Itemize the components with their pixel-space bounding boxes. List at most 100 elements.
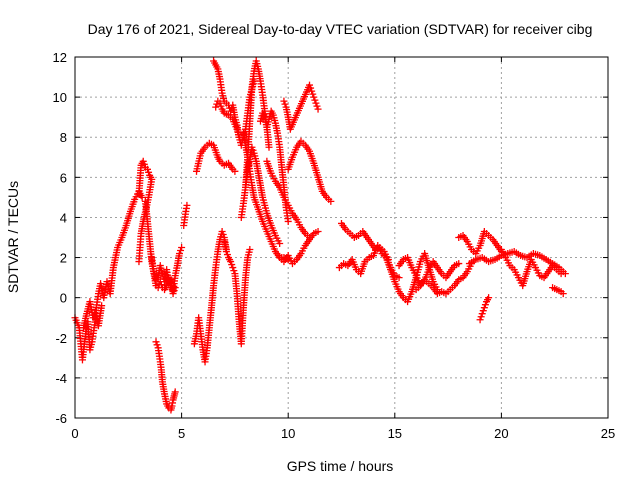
y-axis-label: SDTVAR / TECUs bbox=[5, 181, 21, 293]
series-seg-4h-cluster bbox=[148, 254, 179, 298]
y-tick-label: -2 bbox=[55, 331, 67, 346]
data-point bbox=[143, 165, 151, 173]
series-seg-early-rise bbox=[80, 187, 146, 332]
data-point bbox=[310, 93, 318, 101]
data-point bbox=[306, 81, 314, 89]
data-point bbox=[327, 197, 335, 205]
series-seg-11h-spike bbox=[280, 81, 322, 133]
data-point bbox=[314, 105, 322, 113]
data-point bbox=[476, 316, 484, 324]
data-point bbox=[227, 107, 235, 115]
data-point bbox=[481, 301, 489, 309]
data-point bbox=[217, 102, 225, 110]
data-point bbox=[309, 90, 317, 98]
x-tick-label: 25 bbox=[601, 426, 615, 441]
data-point bbox=[307, 84, 315, 92]
series-seg-10h-upper bbox=[284, 137, 335, 205]
series-seg-6h-climb bbox=[210, 57, 243, 141]
y-tick-label: -6 bbox=[55, 411, 67, 426]
data-point bbox=[265, 143, 273, 151]
data-point bbox=[311, 96, 319, 104]
data-point bbox=[216, 99, 224, 107]
series-seg-15h bbox=[382, 250, 441, 306]
data-point bbox=[140, 160, 148, 168]
series-seg-6h-rise bbox=[190, 227, 230, 366]
series-seg-4h-trough bbox=[152, 338, 179, 414]
data-point bbox=[230, 267, 238, 275]
y-tick-label: 12 bbox=[53, 50, 67, 65]
data-point bbox=[223, 251, 231, 259]
x-tick-label: 20 bbox=[494, 426, 508, 441]
x-tick-label: 10 bbox=[281, 426, 295, 441]
data-point bbox=[169, 290, 177, 298]
data-point bbox=[485, 294, 493, 302]
data-point bbox=[477, 313, 485, 321]
x-axis-label: GPS time / hours bbox=[287, 458, 394, 474]
data-point bbox=[395, 274, 403, 282]
data-point bbox=[171, 388, 179, 396]
data-point bbox=[228, 261, 236, 269]
data-point bbox=[178, 244, 186, 252]
data-point bbox=[218, 227, 226, 235]
series-seg-17h bbox=[412, 260, 476, 298]
data-point bbox=[98, 302, 106, 310]
y-tick-label: 4 bbox=[60, 210, 67, 225]
grid-layer bbox=[75, 57, 608, 418]
y-tick-label: 6 bbox=[60, 170, 67, 185]
data-point bbox=[248, 143, 256, 151]
data-point bbox=[246, 246, 254, 254]
y-tick-label: 2 bbox=[60, 251, 67, 266]
series-seg-10h-lower bbox=[276, 227, 322, 268]
x-tick-label: 5 bbox=[178, 426, 185, 441]
y-tick-label: 0 bbox=[60, 291, 67, 306]
data-point bbox=[138, 193, 146, 201]
data-point bbox=[249, 146, 257, 154]
data-point bbox=[559, 290, 567, 298]
data-point bbox=[284, 217, 292, 225]
y-tick-label: -4 bbox=[55, 371, 67, 386]
data-point bbox=[455, 260, 463, 268]
data-point bbox=[276, 240, 284, 248]
data-point bbox=[153, 341, 161, 349]
data-point bbox=[227, 258, 235, 266]
data-point bbox=[145, 168, 153, 176]
series-seg-13h-upper bbox=[338, 219, 392, 264]
data-point bbox=[157, 281, 165, 289]
data-point bbox=[480, 304, 488, 312]
data-point bbox=[171, 284, 179, 292]
data-point bbox=[478, 310, 486, 318]
data-point bbox=[281, 100, 289, 108]
data-point bbox=[308, 87, 316, 95]
data-point bbox=[139, 157, 147, 165]
y-tick-label: 10 bbox=[53, 90, 67, 105]
data-point bbox=[219, 230, 227, 238]
series-seg-18h bbox=[455, 227, 505, 258]
data-point bbox=[152, 338, 160, 346]
data-point bbox=[231, 167, 239, 175]
data-point bbox=[177, 247, 185, 255]
data-point bbox=[280, 97, 288, 105]
series-seg-6h-plateau bbox=[193, 139, 239, 175]
series-seg-21h bbox=[497, 246, 565, 290]
series-seg-5h-spike bbox=[180, 201, 191, 229]
data-point bbox=[183, 201, 191, 209]
data-point bbox=[557, 270, 565, 278]
series-seg-early-dip bbox=[71, 302, 106, 364]
data-point bbox=[314, 227, 322, 235]
data-point bbox=[213, 100, 221, 108]
series-seg-9h-band bbox=[263, 157, 314, 241]
data-point bbox=[479, 307, 487, 315]
data-point bbox=[229, 264, 237, 272]
axis-layer: 0 5 10 15 20 25 -6 -4 -2 0 2 4 6 8 10 12 bbox=[53, 50, 616, 441]
data-point bbox=[313, 102, 321, 110]
series-seg-22h-tail bbox=[549, 284, 567, 298]
chart-title: Day 176 of 2021, Sidereal Day-to-day VTE… bbox=[88, 21, 593, 37]
x-tick-label: 15 bbox=[388, 426, 402, 441]
data-point bbox=[135, 258, 143, 266]
x-tick-label: 0 bbox=[71, 426, 78, 441]
y-tick-label: 8 bbox=[60, 130, 67, 145]
data-point bbox=[170, 287, 178, 295]
data-marks bbox=[71, 57, 569, 414]
data-point bbox=[312, 99, 320, 107]
